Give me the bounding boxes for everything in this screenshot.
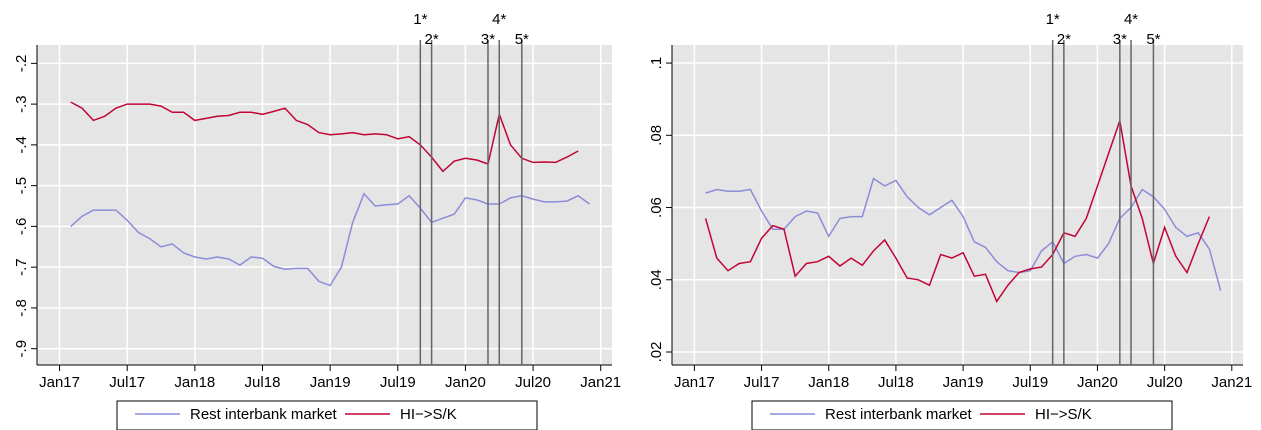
legend-label: Rest interbank market	[190, 406, 338, 423]
x-tick-label: Jan18	[808, 374, 849, 391]
event-label: 1*	[1046, 11, 1060, 28]
event-label: 3*	[1113, 31, 1127, 48]
series-line	[70, 192, 590, 287]
y-tick-label: -.9	[13, 340, 30, 358]
plot-area	[37, 45, 612, 365]
x-tick-label: Jul19	[380, 374, 416, 391]
x-tick-label: Jan21	[1211, 374, 1252, 391]
chart: -.2 -.3 -.4 -.5 -.6 -.7 -.8 -.9 Jan17 Jul17 Jan18 J…	[13, 11, 621, 430]
legend-label: Rest interbank market	[825, 406, 973, 423]
x-tick-label: Jan17	[39, 374, 80, 391]
x-tick-label: Jan19	[943, 374, 984, 391]
series-line	[70, 101, 579, 173]
event-label: 2*	[425, 31, 439, 48]
y-tick-label: -.5	[13, 177, 30, 195]
y-tick-label: .1	[648, 57, 665, 70]
y-tick-label: -.3	[13, 95, 30, 113]
x-tick-label: Jul20	[1147, 374, 1183, 391]
legend-label: HI−>S/K	[400, 406, 457, 423]
x-tick-label: Jul20	[515, 374, 551, 391]
event-label: 1*	[413, 11, 427, 28]
y-tick-label: -.7	[13, 258, 30, 276]
x-tick-label: Jul18	[878, 374, 914, 391]
legend-box	[751, 400, 1173, 430]
event-label: 5*	[515, 31, 529, 48]
y-tick-label: .04	[648, 269, 665, 290]
y-tick-label: -.4	[13, 136, 30, 154]
x-tick-label: Jan21	[580, 374, 621, 391]
x-tick-label: Jul17	[109, 374, 145, 391]
y-tick-label: -.6	[13, 218, 30, 236]
y-tick-label: .08	[648, 125, 665, 146]
x-tick-label: Jan17	[674, 374, 715, 391]
event-label: 4*	[1124, 11, 1138, 28]
x-tick-label: Jul19	[1012, 374, 1048, 391]
chart: .02 .04 .06 .08 .1 Jan17 Jul17 Jan18 Jul18 Jan19 J…	[648, 11, 1252, 430]
y-tick-label: .02	[648, 342, 665, 363]
plot-area	[672, 45, 1243, 365]
y-tick-label: -.8	[13, 299, 30, 317]
y-tick-label: -.2	[13, 55, 30, 73]
event-label: 2*	[1057, 31, 1071, 48]
legend: Rest interbank market HI−>S/K	[116, 400, 538, 430]
x-tick-label: Jan20	[445, 374, 486, 391]
event-label: 5*	[1146, 31, 1160, 48]
series-line	[704, 120, 1211, 303]
x-tick-label: Jan20	[1077, 374, 1118, 391]
event-label: 3*	[481, 31, 495, 48]
y-tick-label: .06	[648, 197, 665, 218]
legend: Rest interbank market HI−>S/K	[751, 400, 1173, 430]
legend-label: HI−>S/K	[1035, 406, 1092, 423]
legend-box	[116, 400, 538, 430]
event-label: 4*	[492, 11, 506, 28]
x-tick-label: Jul17	[744, 374, 780, 391]
x-tick-label: Jan19	[310, 374, 351, 391]
x-tick-label: Jan18	[174, 374, 215, 391]
x-tick-label: Jul18	[245, 374, 281, 391]
series-line	[705, 177, 1222, 291]
